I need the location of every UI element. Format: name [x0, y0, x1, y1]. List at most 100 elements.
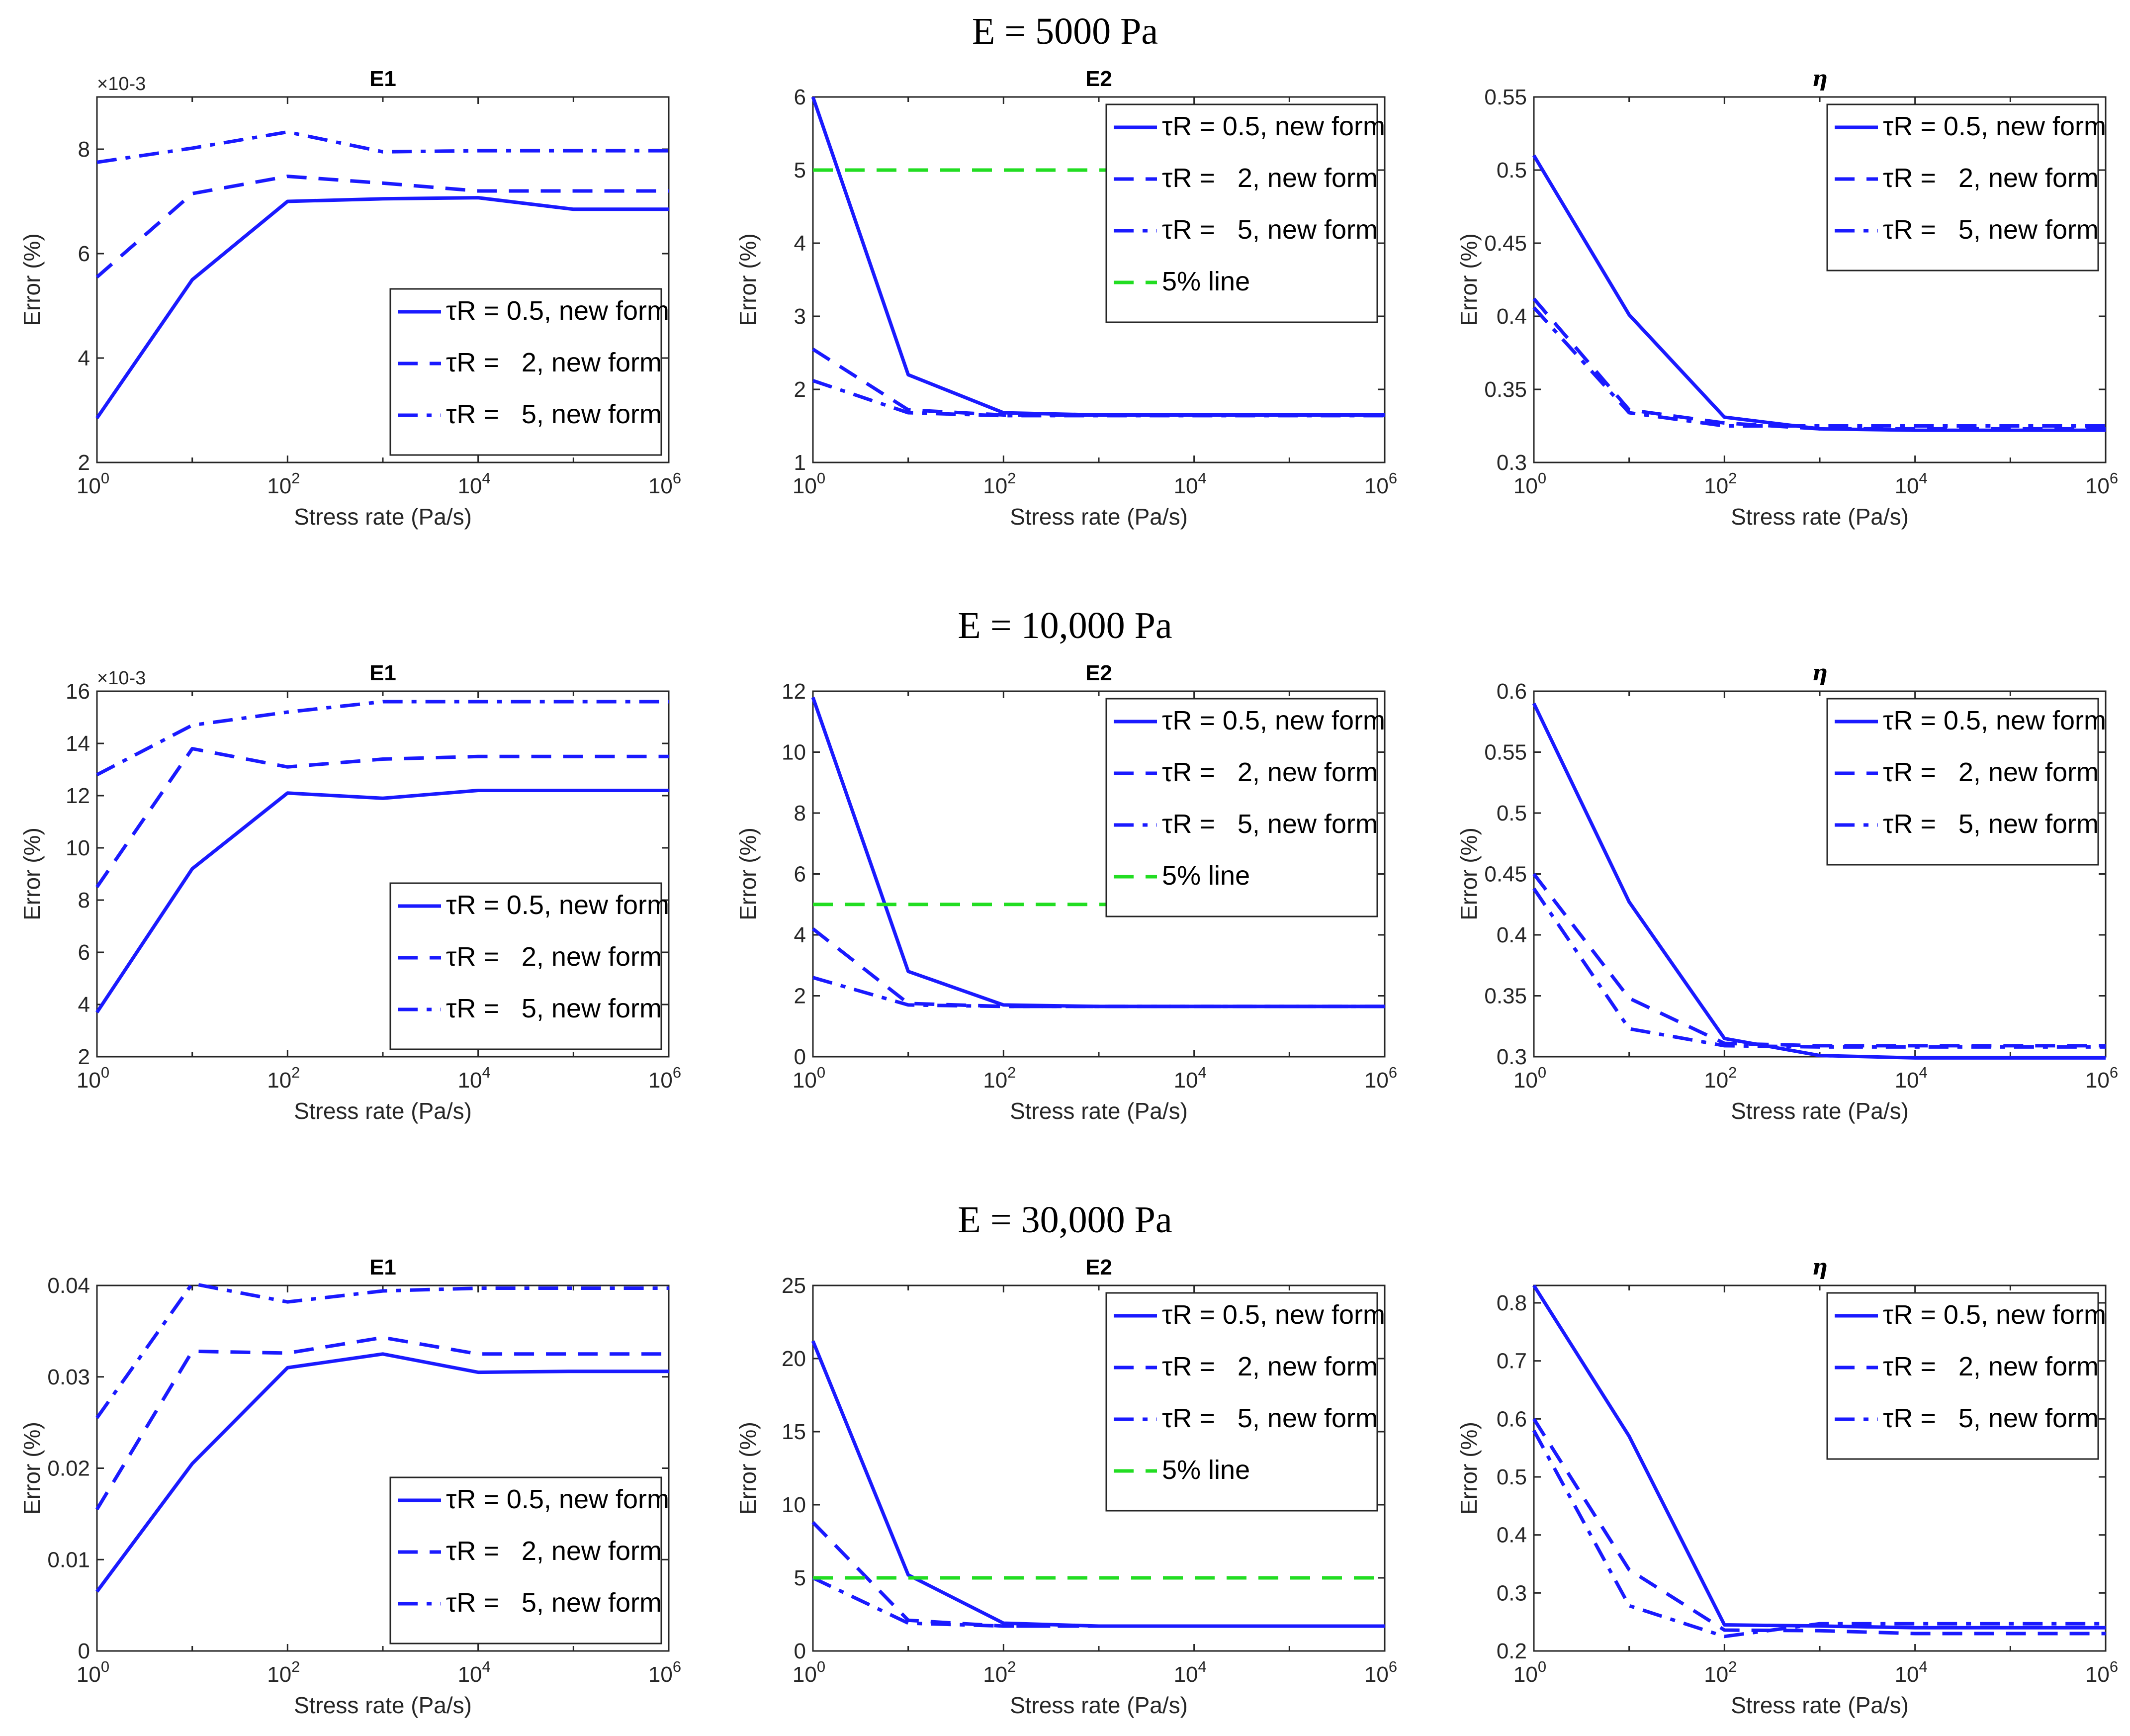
x-tick-base: 10 [458, 1068, 482, 1093]
y-tick-label: 8 [78, 888, 90, 913]
x-tick-base: 10 [1704, 1068, 1728, 1093]
x-tick-label: 102 [267, 469, 300, 498]
y-tick-label: 0.35 [1484, 984, 1527, 1008]
x-tick-exponent: 4 [482, 1064, 491, 1081]
y-tick-label: 0.6 [1497, 1407, 1527, 1431]
x-tick-label: 106 [648, 1658, 681, 1687]
legend-label-2: τR = 5, new form [1162, 1403, 1378, 1433]
x-tick-label: 100 [793, 1658, 825, 1687]
legend: τR = 0.5, new form τR = 2, new form τR = 5… [1826, 698, 2106, 866]
x-tick-base: 10 [1174, 1068, 1198, 1093]
x-tick-base: 10 [1174, 1662, 1198, 1687]
x-tick-exponent: 0 [817, 1658, 825, 1675]
x-tick-base: 10 [793, 1068, 817, 1093]
series-line-2 [96, 700, 669, 777]
x-tick-exponent: 4 [1198, 1658, 1207, 1675]
legend: τR = 0.5, new form τR = 2, new form τR = 5… [1105, 1292, 1385, 1512]
x-tick-exponent: 2 [1728, 469, 1737, 487]
y-tick-label: 0.02 [47, 1457, 90, 1481]
chart-title: E1 [369, 67, 396, 91]
x-tick-label: 104 [1895, 469, 1928, 498]
legend-label-0: τR = 0.5, new form [1162, 1300, 1385, 1330]
x-tick-label: 104 [1174, 1064, 1207, 1093]
y-tick-label: 5 [794, 158, 806, 183]
legend: τR = 0.5, new form τR = 2, new form τR = 5… [389, 1476, 669, 1645]
x-tick-exponent: 2 [1728, 1064, 1737, 1081]
y-axis-label: Error (%) [1456, 233, 1482, 326]
x-tick-base: 10 [458, 474, 482, 498]
x-tick-label: 100 [77, 469, 109, 498]
y-tick-label: 8 [78, 137, 90, 162]
series-line-0 [95, 1352, 669, 1593]
x-tick-label: 102 [267, 1064, 300, 1093]
x-tick-label: 104 [1174, 1658, 1207, 1687]
x-tick-base: 10 [983, 474, 1007, 498]
legend: τR = 0.5, new form τR = 2, new form τR = 5… [1105, 698, 1385, 917]
x-tick-exponent: 6 [2110, 469, 2118, 487]
x-tick-exponent: 4 [1198, 469, 1207, 487]
legend-label-1: τR = 2, new form [446, 942, 662, 972]
x-tick-exponent: 2 [1728, 1658, 1737, 1675]
x-tick-base: 10 [793, 474, 817, 498]
series-line-2 [812, 976, 1385, 1008]
legend-label-1: τR = 2, new form [1883, 1352, 2099, 1381]
series-line-1 [1532, 297, 2106, 431]
y-tick-label: 4 [794, 231, 806, 256]
y-tick-label: 0.45 [1484, 231, 1527, 256]
x-tick-label: 106 [648, 1064, 681, 1093]
y-tick-label: 0.5 [1497, 158, 1527, 183]
x-tick-label: 104 [1174, 469, 1207, 498]
y-tick-label: 6 [794, 85, 806, 109]
legend-label-2: τR = 5, new form [446, 1588, 662, 1618]
x-tick-exponent: 4 [482, 469, 491, 487]
x-tick-label: 102 [1704, 1658, 1737, 1687]
row-title-10000: E = 10,000 Pa [958, 605, 1172, 646]
x-tick-base: 10 [267, 474, 291, 498]
y-tick-label: 15 [782, 1420, 806, 1444]
y-tick-label: 10 [782, 740, 806, 765]
x-tick-label: 104 [458, 469, 491, 498]
legend-box [389, 288, 662, 456]
x-tick-label: 100 [1513, 1658, 1546, 1687]
x-axis-label: Stress rate (Pa/s) [1010, 504, 1188, 530]
series-line-0 [1532, 702, 2106, 1060]
series-line-2 [1532, 306, 2106, 428]
x-tick-base: 10 [2085, 1662, 2110, 1687]
x-tick-exponent: 0 [1538, 1064, 1546, 1081]
x-tick-base: 10 [648, 1662, 673, 1687]
x-tick-exponent: 4 [1919, 469, 1928, 487]
legend-label-2: τR = 5, new form [1883, 215, 2099, 245]
x-tick-exponent: 6 [2110, 1658, 2118, 1675]
legend-box [1105, 103, 1378, 323]
legend-box [1826, 103, 2099, 272]
legend-label-1: τR = 2, new form [1883, 757, 2099, 787]
x-tick-base: 10 [458, 1662, 482, 1687]
y-tick-label: 6 [794, 862, 806, 887]
x-tick-label: 100 [1513, 469, 1546, 498]
x-tick-base: 10 [1704, 474, 1728, 498]
x-tick-label: 106 [648, 469, 681, 498]
x-axis-label: Stress rate (Pa/s) [1010, 1692, 1188, 1718]
legend-box [389, 882, 662, 1050]
x-tick-exponent: 6 [673, 1658, 681, 1675]
series-line-2 [1532, 887, 2106, 1049]
y-tick-label: 1 [794, 451, 806, 475]
y-tick-label: 4 [78, 346, 90, 370]
x-tick-exponent: 4 [482, 1658, 491, 1675]
x-tick-exponent: 0 [101, 1064, 109, 1081]
legend-box [1826, 1292, 2099, 1460]
x-tick-label: 104 [1895, 1064, 1928, 1093]
x-tick-label: 106 [2085, 1064, 2118, 1093]
x-tick-base: 10 [1895, 1068, 1919, 1093]
y-tick-label: 4 [78, 993, 90, 1017]
y-tick-label: 0.5 [1497, 801, 1527, 825]
legend: τR = 0.5, new form τR = 2, new form τR = 5… [1105, 103, 1385, 323]
x-tick-label: 106 [2085, 1658, 2118, 1687]
legend-label-0: τR = 0.5, new form [446, 890, 669, 920]
y-axis-label: Error (%) [1456, 1422, 1482, 1515]
x-tick-exponent: 6 [2110, 1064, 2118, 1081]
